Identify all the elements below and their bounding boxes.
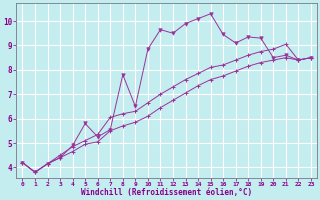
X-axis label: Windchill (Refroidissement éolien,°C): Windchill (Refroidissement éolien,°C): [81, 188, 252, 197]
